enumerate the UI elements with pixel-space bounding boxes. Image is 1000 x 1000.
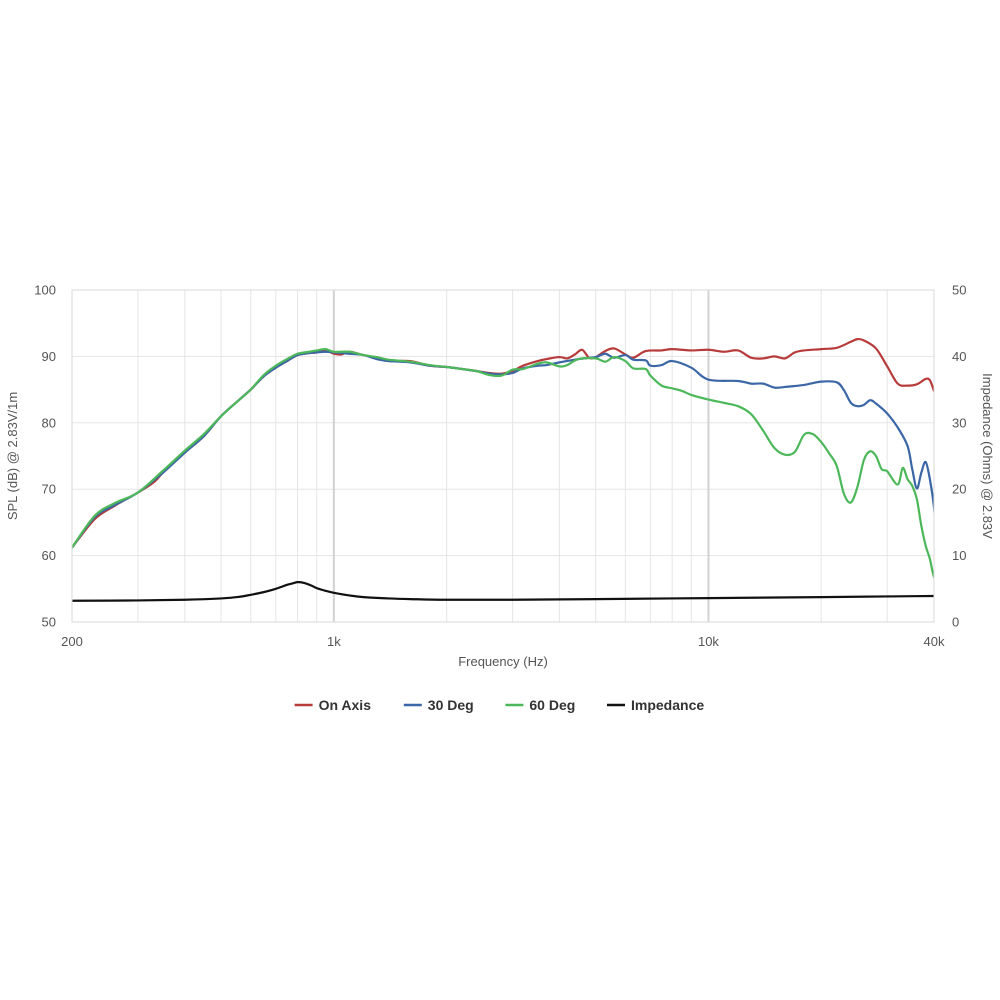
- legend-label-on-axis[interactable]: On Axis: [319, 697, 372, 713]
- grid: [72, 290, 934, 622]
- series-line-60-deg: [72, 347, 934, 579]
- y-tick-label-right: 40: [952, 349, 966, 364]
- y-axis-right-title: Impedance (Ohms) @ 2.83V: [980, 373, 995, 539]
- y-tick-label-left: 60: [42, 548, 56, 563]
- series-line-30-deg: [72, 350, 934, 549]
- y-tick-label-left: 50: [42, 615, 56, 630]
- x-tick-label: 1k: [327, 634, 341, 649]
- x-axis-title: Frequency (Hz): [458, 654, 548, 669]
- y-tick-label-left: 100: [34, 283, 56, 298]
- series-group: [72, 337, 934, 602]
- y-tick-label-right: 10: [952, 548, 966, 563]
- plot-background: [72, 290, 934, 622]
- y-tick-label-left: 70: [42, 482, 56, 497]
- legend-label-30-deg[interactable]: 30 Deg: [428, 697, 474, 713]
- legend-label-impedance[interactable]: Impedance: [631, 697, 704, 713]
- x-tick-label: 40k: [924, 634, 945, 649]
- x-tick-label: 10k: [698, 634, 719, 649]
- y-tick-label-right: 50: [952, 283, 966, 298]
- y-tick-label-right: 0: [952, 615, 959, 630]
- y-tick-label-right: 20: [952, 482, 966, 497]
- plot-border: [71, 289, 935, 623]
- y-tick-label-left: 90: [42, 349, 56, 364]
- legend: On Axis 30 Deg 60 Deg Impedance: [294, 697, 704, 713]
- y-tick-label-right: 30: [952, 415, 966, 430]
- y-tick-label-left: 80: [42, 415, 56, 430]
- x-tick-label: 200: [61, 634, 83, 649]
- tick-labels: 200 1k 10k 40k 50 60 70 80 90 100 0 10 20 30 40 50: [34, 283, 966, 650]
- series-line-impedance: [72, 581, 934, 602]
- y-axis-left-title: SPL (dB) @ 2.83V/1m: [5, 392, 20, 520]
- legend-label-60-deg[interactable]: 60 Deg: [529, 697, 575, 713]
